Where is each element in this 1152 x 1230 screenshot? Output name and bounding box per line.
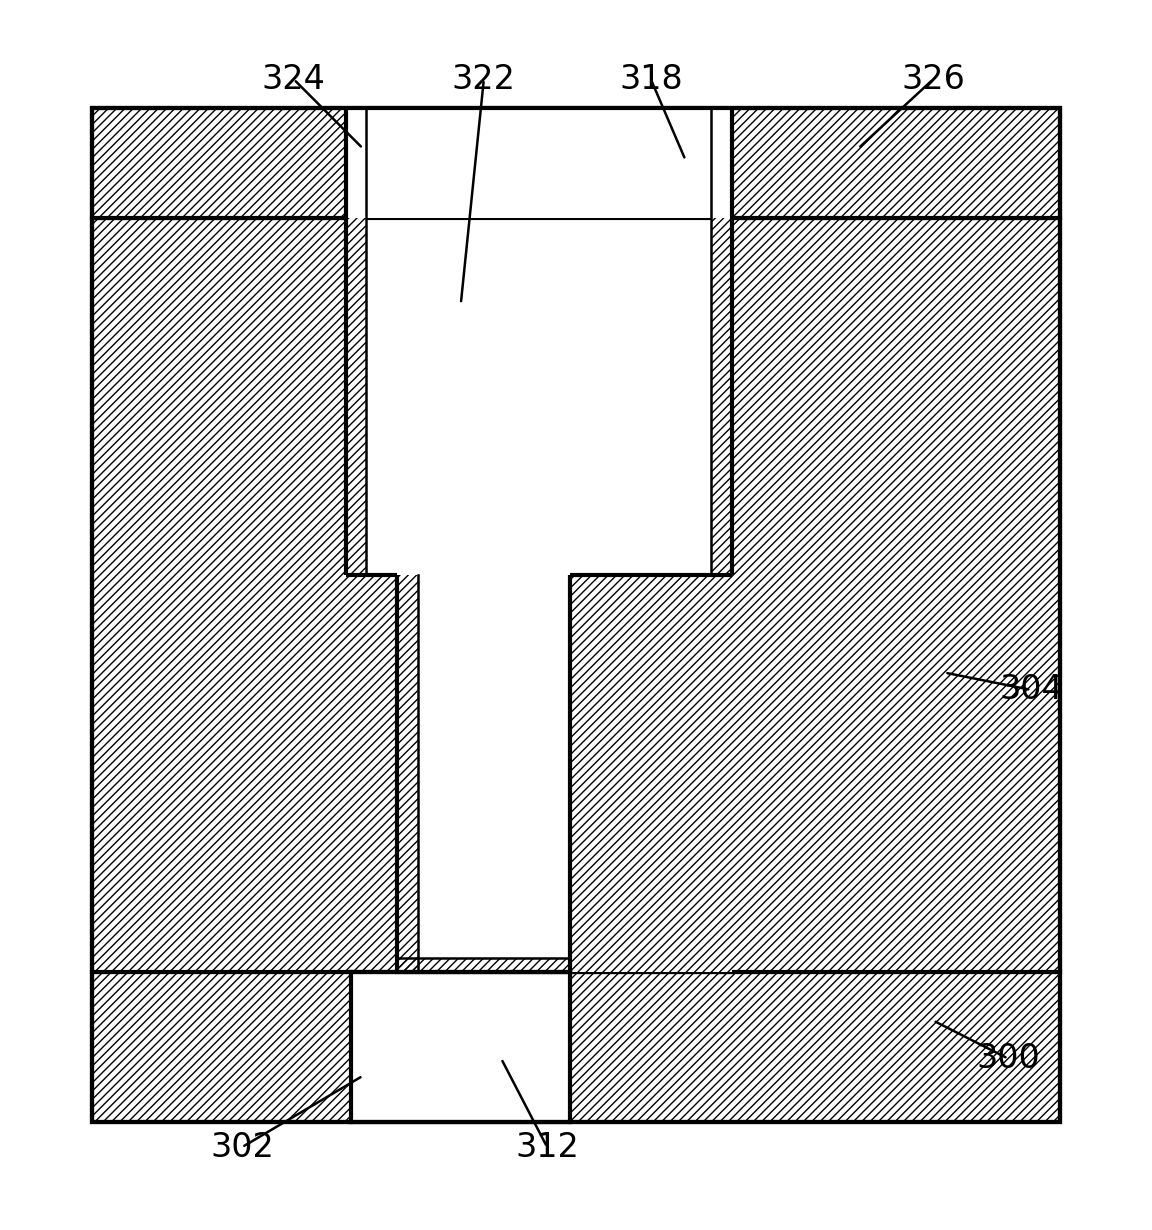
- Bar: [711, 218, 732, 574]
- Bar: [351, 972, 570, 1122]
- Text: 304: 304: [999, 673, 1063, 706]
- Text: 300: 300: [976, 1042, 1040, 1075]
- Bar: [346, 108, 732, 218]
- Bar: [92, 108, 1060, 218]
- Bar: [92, 108, 1060, 218]
- Text: 302: 302: [210, 1130, 274, 1164]
- Bar: [92, 972, 1060, 1122]
- Bar: [346, 218, 366, 574]
- Bar: [397, 958, 570, 972]
- Bar: [397, 574, 418, 972]
- Text: 322: 322: [452, 63, 516, 96]
- Bar: [397, 574, 418, 972]
- Bar: [92, 972, 1060, 1122]
- Text: 324: 324: [262, 63, 326, 96]
- Bar: [397, 958, 570, 972]
- Bar: [711, 218, 732, 574]
- Text: 326: 326: [901, 63, 965, 96]
- Bar: [346, 218, 732, 574]
- Bar: [92, 218, 1060, 972]
- Bar: [570, 574, 732, 972]
- Text: 318: 318: [619, 63, 683, 96]
- Bar: [346, 218, 366, 574]
- Text: 312: 312: [515, 1130, 579, 1164]
- Bar: [397, 574, 570, 972]
- Bar: [570, 574, 732, 972]
- Bar: [92, 108, 1060, 1122]
- Bar: [92, 218, 1060, 972]
